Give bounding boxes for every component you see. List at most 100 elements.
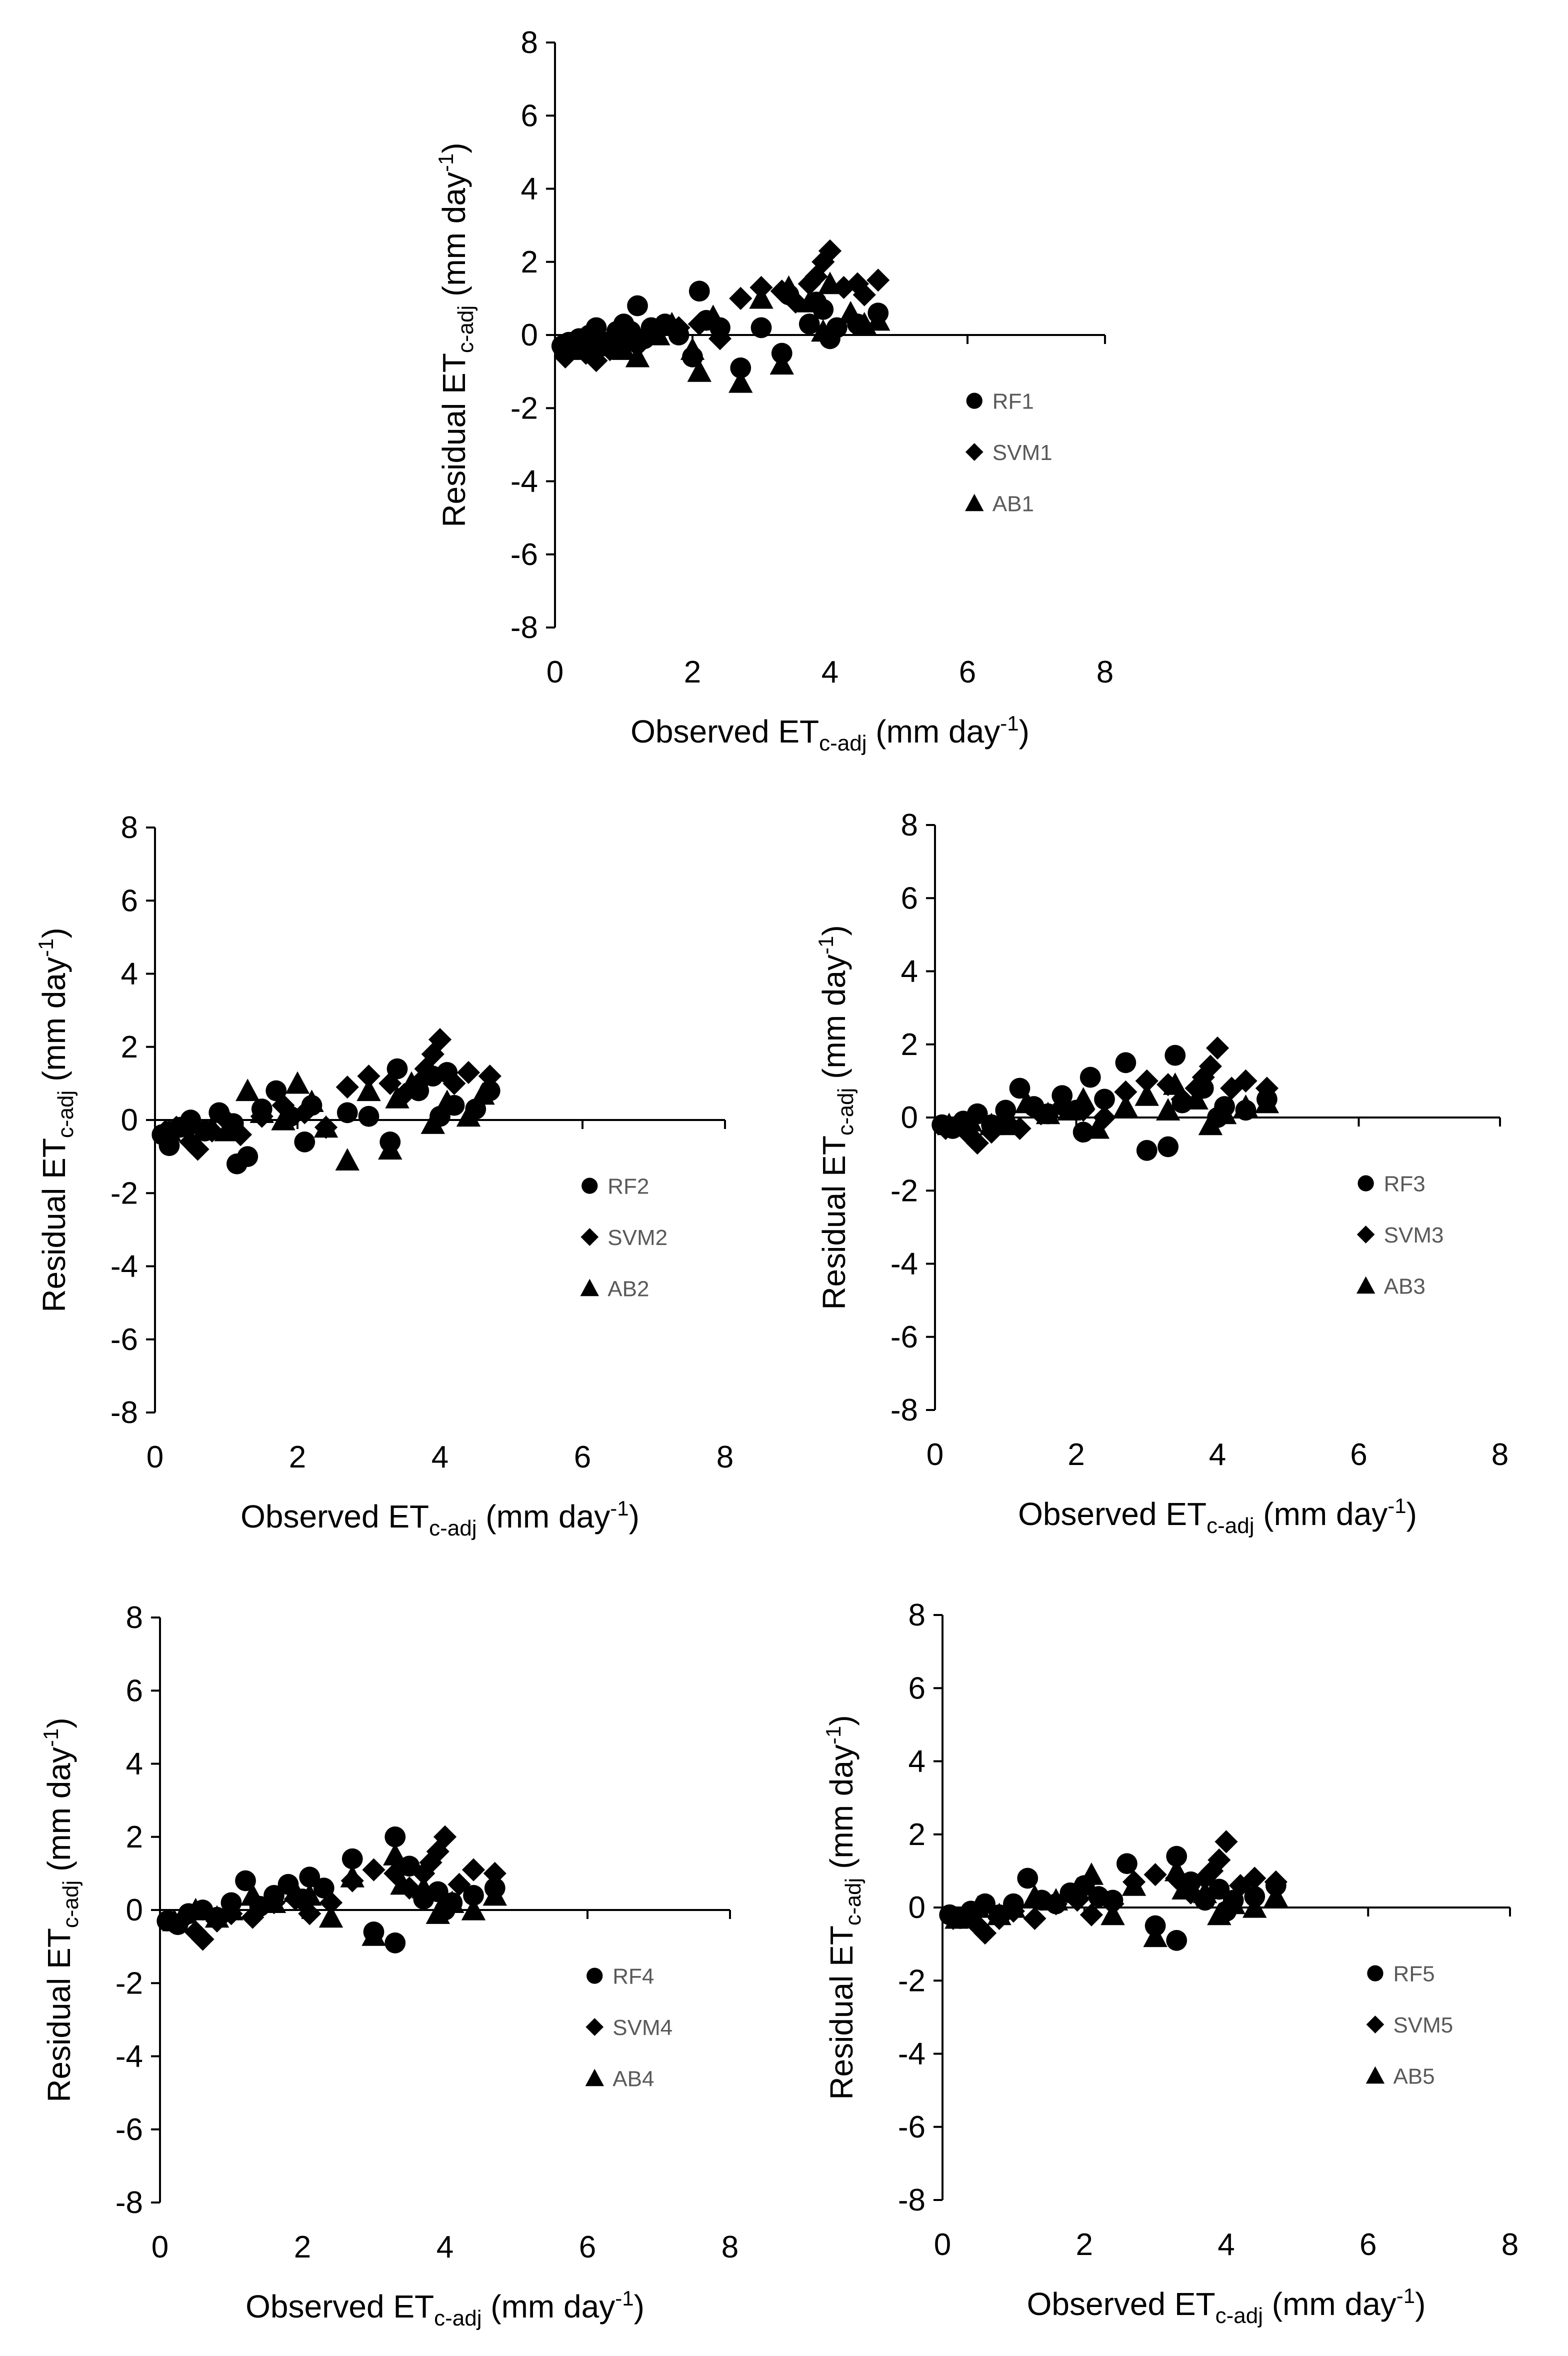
- point-SVM1: [852, 283, 876, 306]
- legend-label-SVM2: SVM2: [608, 1226, 668, 1250]
- y-tick-label: -4: [110, 1250, 138, 1284]
- series-AB3: [937, 1072, 1280, 1139]
- point-SVM5: [1023, 1906, 1046, 1930]
- point-SVM1: [804, 264, 828, 288]
- legend-marker-AB3: [1356, 1276, 1376, 1294]
- point-AB2: [285, 1071, 310, 1094]
- point-AB4: [340, 1864, 364, 1888]
- point-AB4: [440, 1890, 464, 1913]
- point-AB1: [776, 275, 801, 298]
- y-tick-label: -8: [116, 2186, 143, 2220]
- point-RF3: [1164, 1044, 1186, 1066]
- point-SVM3: [958, 1124, 982, 1148]
- point-SVM1: [564, 334, 588, 358]
- y-tick-label: 6: [908, 1671, 926, 1706]
- point-AB5: [1207, 1902, 1232, 1926]
- point-AB4: [162, 1908, 186, 1932]
- point-AB3: [958, 1109, 982, 1132]
- point-SVM5: [974, 1922, 997, 1945]
- point-SVM4: [298, 1902, 322, 1926]
- point-AB2: [356, 1078, 381, 1102]
- y-tick-label: 4: [908, 1744, 926, 1779]
- point-AB4: [283, 1880, 308, 1902]
- point-SVM3: [1114, 1080, 1138, 1104]
- point-AB1: [687, 359, 712, 382]
- point-AB1: [818, 272, 842, 294]
- point-RF1: [688, 280, 710, 302]
- y-tick-label: -2: [110, 1176, 138, 1210]
- point-AB5: [1100, 1902, 1125, 1926]
- point-RF5: [1208, 1878, 1230, 1900]
- point-RF5: [1116, 1853, 1138, 1874]
- y-tick-label: -2: [890, 1174, 918, 1208]
- point-SVM3: [1234, 1069, 1258, 1092]
- point-AB4: [204, 1905, 230, 1928]
- point-RF1: [812, 298, 834, 320]
- point-SVM4: [483, 1862, 506, 1885]
- point-RF5: [1017, 1868, 1038, 1889]
- y-tick-label: -6: [898, 2110, 926, 2144]
- x-tick-label: 4: [822, 655, 838, 690]
- y-tick-label: -2: [898, 1964, 926, 1998]
- y-tick-label: -2: [116, 1966, 143, 2000]
- point-SVM1: [584, 349, 608, 372]
- point-SVM4: [241, 1906, 264, 1929]
- point-AB1: [646, 322, 670, 346]
- y-tick-label: -4: [510, 464, 538, 499]
- point-AB4: [383, 1843, 408, 1866]
- point-SVM2: [336, 1076, 359, 1099]
- x-axis-title: Observed ETc-adj (mm day-1): [1027, 2284, 1426, 2328]
- point-AB3: [1085, 1116, 1110, 1139]
- point-SVM5: [1264, 1870, 1288, 1894]
- x-tick-label: 2: [294, 2230, 311, 2264]
- point-SVM5: [1144, 1863, 1167, 1886]
- point-RF3: [1158, 1136, 1179, 1158]
- point-AB5: [1001, 1895, 1026, 1918]
- x-tick-label: 2: [684, 655, 701, 690]
- point-SVM1: [784, 290, 808, 314]
- point-SVM2: [428, 1028, 452, 1052]
- y-tick-label: 6: [901, 881, 918, 916]
- y-axis-title: Residual ETc-adj (mm day-1): [814, 925, 858, 1310]
- point-AB5: [1022, 1884, 1047, 1907]
- y-tick-label: -4: [890, 1247, 918, 1282]
- point-AB3: [1114, 1094, 1138, 1117]
- point-AB2: [200, 1115, 224, 1138]
- point-AB2: [335, 1148, 360, 1171]
- y-tick-label: 6: [521, 98, 538, 133]
- point-RF3: [1009, 1078, 1030, 1099]
- y-tick-label: 2: [121, 1030, 138, 1064]
- point-AB4: [262, 1890, 286, 1913]
- y-tick-label: 6: [126, 1674, 143, 1708]
- legend-label-AB4: AB4: [612, 2066, 654, 2091]
- y-tick-label: 0: [126, 1893, 143, 1928]
- series-AB4: [162, 1843, 507, 1946]
- point-SVM4: [191, 1928, 214, 1951]
- point-AB4: [240, 1883, 265, 1906]
- point-AB5: [1044, 1888, 1068, 1910]
- point-AB1: [612, 338, 636, 360]
- y-axis-title: Residual ETc-adj (mm day-1): [34, 928, 78, 1312]
- x-tick-label: 4: [1218, 2228, 1234, 2262]
- point-AB4: [390, 1872, 414, 1895]
- point-AB3: [1014, 1090, 1039, 1114]
- x-tick-label: 6: [959, 655, 976, 690]
- point-RF3: [1080, 1066, 1101, 1088]
- point-SVM1: [846, 272, 870, 296]
- legend-marker-SVM2: [580, 1228, 599, 1246]
- x-tick-label: 0: [546, 655, 564, 690]
- point-AB5: [944, 1906, 969, 1929]
- point-AB4: [412, 1876, 436, 1898]
- point-RF1: [750, 317, 772, 338]
- point-AB3: [1057, 1098, 1082, 1120]
- point-AB3: [937, 1112, 962, 1136]
- y-tick-label: -8: [110, 1396, 138, 1430]
- point-AB4: [184, 1898, 208, 1920]
- point-SVM4: [319, 1891, 343, 1914]
- point-AB5: [966, 1895, 990, 1918]
- x-tick-label: 2: [289, 1440, 306, 1474]
- point-RF3: [1115, 1052, 1136, 1074]
- y-tick-label: 2: [521, 245, 538, 280]
- point-SVM4: [362, 1858, 386, 1882]
- y-axis-title: Residual ETc-adj (mm day-1): [39, 1718, 83, 2102]
